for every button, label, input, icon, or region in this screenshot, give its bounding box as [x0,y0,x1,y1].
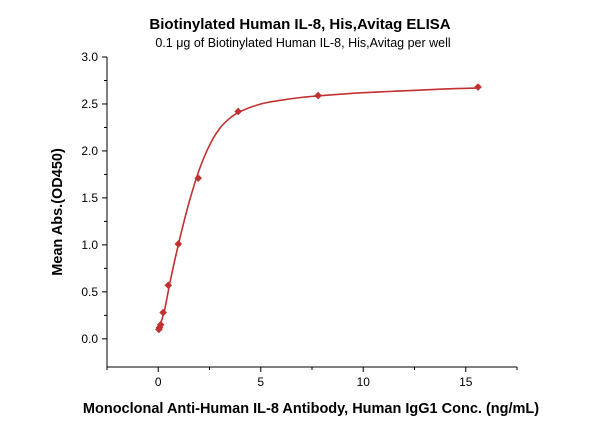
y-axis-ticks: 0.0 0.5 1.0 1.5 2.0 2.5 3.0 [81,50,107,346]
y-tick-label-1: 0.5 [81,285,98,299]
data-point-1 [155,323,164,332]
y-tick-label-0: 0.0 [81,332,98,346]
data-point-4 [164,281,173,290]
y-tick-label-4: 2.0 [81,144,98,158]
chart-subtitle: 0.1 μg of Biotinylated Human IL-8, His,A… [155,36,450,50]
data-point-8 [314,91,322,100]
data-point-3 [159,308,167,317]
y-tick-label-5: 2.5 [81,97,98,111]
x-axis-ticks: 0 5 10 15 [106,367,518,389]
data-point-2 [156,320,165,329]
x-tick-label-2: 10 [357,375,371,389]
x-tick-label-0: 0 [155,375,162,389]
y-tick-label-2: 1.0 [81,238,98,252]
y-axis-label: Mean Abs.(OD450) [50,148,66,276]
y-tick-label-6: 3.0 [81,50,98,64]
fit-curve [157,87,479,331]
data-points [155,83,482,334]
x-tick-label-1: 5 [257,375,264,389]
data-point-7 [234,107,242,116]
data-point-5 [174,240,183,248]
x-axis-label: Monoclonal Anti-Human IL-8 Antibody, Hum… [83,401,539,417]
chart-title: Biotinylated Human IL-8, His,Avitag ELIS… [149,16,450,33]
data-point-9 [474,83,482,91]
data-point-6 [194,174,203,182]
x-tick-label-3: 15 [459,375,473,389]
y-tick-label-3: 1.5 [81,191,98,205]
